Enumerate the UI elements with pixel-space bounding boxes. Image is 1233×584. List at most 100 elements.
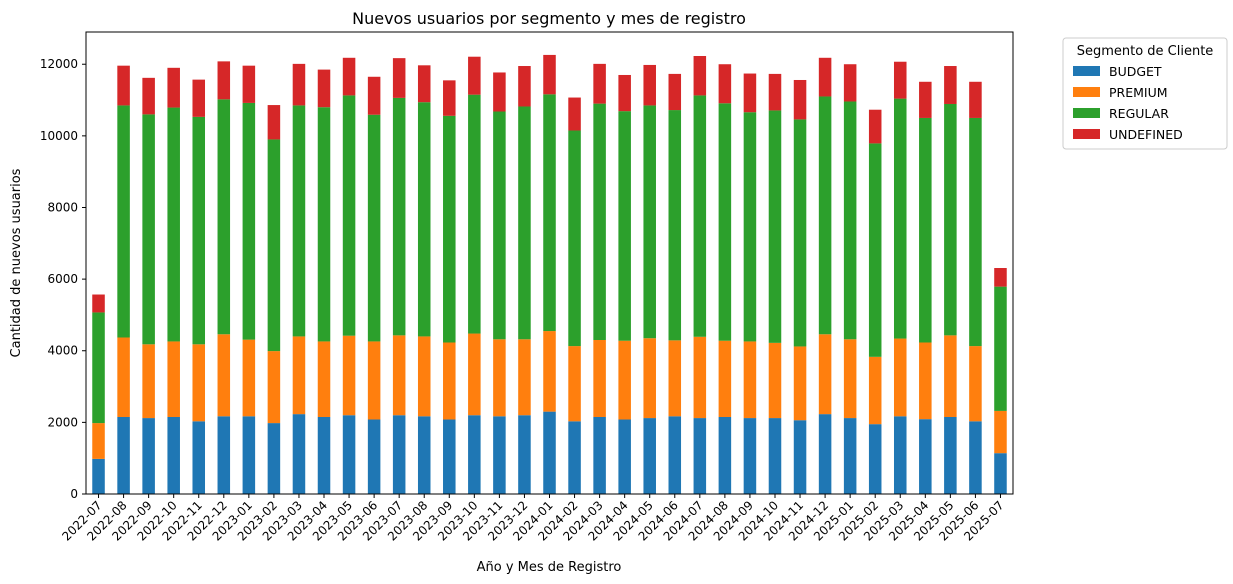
bar-regular-2024-06: [668, 110, 682, 341]
bar-regular-2023-12: [518, 106, 531, 340]
x-axis: 2022-072022-082022-092022-102022-112022-…: [59, 494, 1007, 544]
bar-undefined-2025-03: [893, 61, 907, 99]
bar-undefined-2023-06: [367, 76, 381, 115]
bar-regular-2024-03: [593, 103, 606, 340]
bar-budget-2025-05: [944, 417, 957, 494]
bar-premium-2023-12: [518, 339, 531, 416]
bar-premium-2025-03: [893, 338, 907, 417]
bar-premium-2023-11: [493, 339, 506, 417]
bar-premium-2023-10: [468, 333, 481, 416]
bar-premium-2023-02: [267, 351, 281, 424]
bar-premium-2024-02: [568, 346, 581, 422]
bar-budget-2024-10: [768, 418, 782, 494]
bar-undefined-2022-11: [192, 79, 206, 117]
bar-regular-2023-09: [443, 115, 456, 343]
bar-budget-2023-12: [518, 415, 531, 494]
bar-budget-2023-07: [392, 415, 406, 494]
bar-undefined-2025-02: [868, 109, 882, 144]
bar-regular-2025-02: [868, 143, 882, 357]
bar-regular-2025-05: [944, 103, 957, 336]
bar-premium-2024-10: [768, 342, 782, 419]
bar-regular-2024-05: [643, 105, 656, 339]
bar-undefined-2023-11: [493, 72, 506, 112]
bar-regular-2024-02: [568, 130, 581, 347]
bar-regular-2022-09: [142, 114, 155, 345]
bar-regular-2024-07: [693, 95, 707, 337]
y-tick-label: 2000: [47, 415, 78, 429]
bar-undefined-2023-08: [417, 65, 431, 103]
bar-regular-2024-11: [793, 119, 807, 347]
bar-premium-2024-07: [693, 336, 707, 419]
legend-frame: [1062, 37, 1228, 150]
bar-premium-2025-07: [994, 410, 1007, 454]
bar-undefined-2024-12: [818, 57, 832, 97]
bar-regular-2024-01: [543, 94, 556, 332]
bar-budget-2022-09: [142, 418, 155, 494]
bar-premium-2024-03: [593, 340, 606, 417]
bar-premium-2025-05: [944, 335, 957, 417]
bar-undefined-2022-10: [167, 67, 180, 108]
bar-premium-2024-01: [543, 331, 556, 412]
bar-regular-2025-01: [843, 101, 857, 340]
bar-regular-2023-08: [417, 102, 431, 337]
bar-budget-2022-08: [117, 417, 130, 494]
bar-regular-2023-04: [317, 107, 331, 342]
bar-undefined-2025-04: [919, 81, 932, 118]
bar-premium-2025-06: [969, 346, 982, 422]
bar-premium-2023-05: [342, 335, 356, 416]
bar-regular-2025-03: [893, 98, 907, 339]
bar-regular-2024-04: [618, 111, 631, 341]
bar-premium-2022-09: [142, 344, 155, 419]
bar-undefined-2024-04: [618, 74, 631, 112]
bar-regular-2024-08: [718, 103, 732, 341]
bar-premium-2025-01: [843, 339, 857, 419]
bar-undefined-2022-08: [117, 65, 130, 106]
bar-undefined-2024-09: [743, 73, 757, 113]
bar-budget-2025-07: [994, 453, 1007, 494]
bar-undefined-2023-03: [292, 63, 306, 106]
bar-regular-2023-10: [468, 94, 481, 334]
bar-regular-2022-10: [167, 107, 180, 342]
bar-undefined-2023-07: [392, 58, 406, 98]
y-tick-label: 10000: [40, 129, 78, 143]
bar-regular-2023-01: [242, 102, 256, 340]
legend-label-budget: BUDGET: [1109, 64, 1162, 79]
bar-premium-2025-04: [919, 342, 932, 420]
bar-undefined-2024-11: [793, 79, 807, 120]
bar-budget-2025-04: [919, 419, 932, 494]
y-tick-label: 0: [70, 487, 78, 501]
bar-undefined-2023-01: [242, 65, 256, 103]
bar-premium-2024-09: [743, 341, 757, 419]
bar-premium-2023-03: [292, 336, 306, 415]
bar-undefined-2024-02: [568, 97, 581, 131]
bar-budget-2024-09: [743, 418, 757, 494]
bar-regular-2024-12: [818, 96, 832, 335]
x-axis-label: Año y Mes de Registro: [477, 560, 622, 575]
legend-items: BUDGET PREMIUM REGULAR UNDEFINED: [1073, 64, 1183, 142]
chart-title: Nuevos usuarios por segmento y mes de re…: [352, 9, 746, 28]
bar-premium-2023-07: [392, 335, 406, 416]
bar-premium-2024-11: [793, 346, 807, 421]
bar-premium-2024-06: [668, 340, 682, 417]
bar-undefined-2022-12: [217, 61, 231, 100]
bar-undefined-2024-05: [643, 64, 656, 106]
bar-premium-2022-10: [167, 341, 180, 417]
bar-premium-2024-12: [818, 334, 832, 415]
bar-premium-2024-08: [718, 340, 732, 417]
bar-premium-2022-07: [92, 423, 105, 459]
bar-undefined-2025-07: [994, 268, 1007, 287]
bar-undefined-2022-07: [92, 294, 105, 313]
bar-budget-2023-08: [417, 416, 431, 494]
bar-budget-2024-05: [643, 418, 656, 494]
bar-budget-2023-10: [468, 415, 481, 494]
bar-budget-2024-03: [593, 417, 606, 494]
bar-undefined-2022-09: [142, 77, 155, 115]
bar-undefined-2025-01: [843, 64, 857, 102]
bar-premium-2023-08: [417, 336, 431, 417]
bar-premium-2023-01: [242, 339, 256, 417]
y-axis: 0 2000 4000 6000 8000 10000 12000: [40, 57, 86, 501]
legend-swatch-undefined: [1073, 129, 1100, 139]
legend-swatch-regular: [1073, 108, 1100, 118]
bar-premium-2023-06: [367, 341, 381, 420]
